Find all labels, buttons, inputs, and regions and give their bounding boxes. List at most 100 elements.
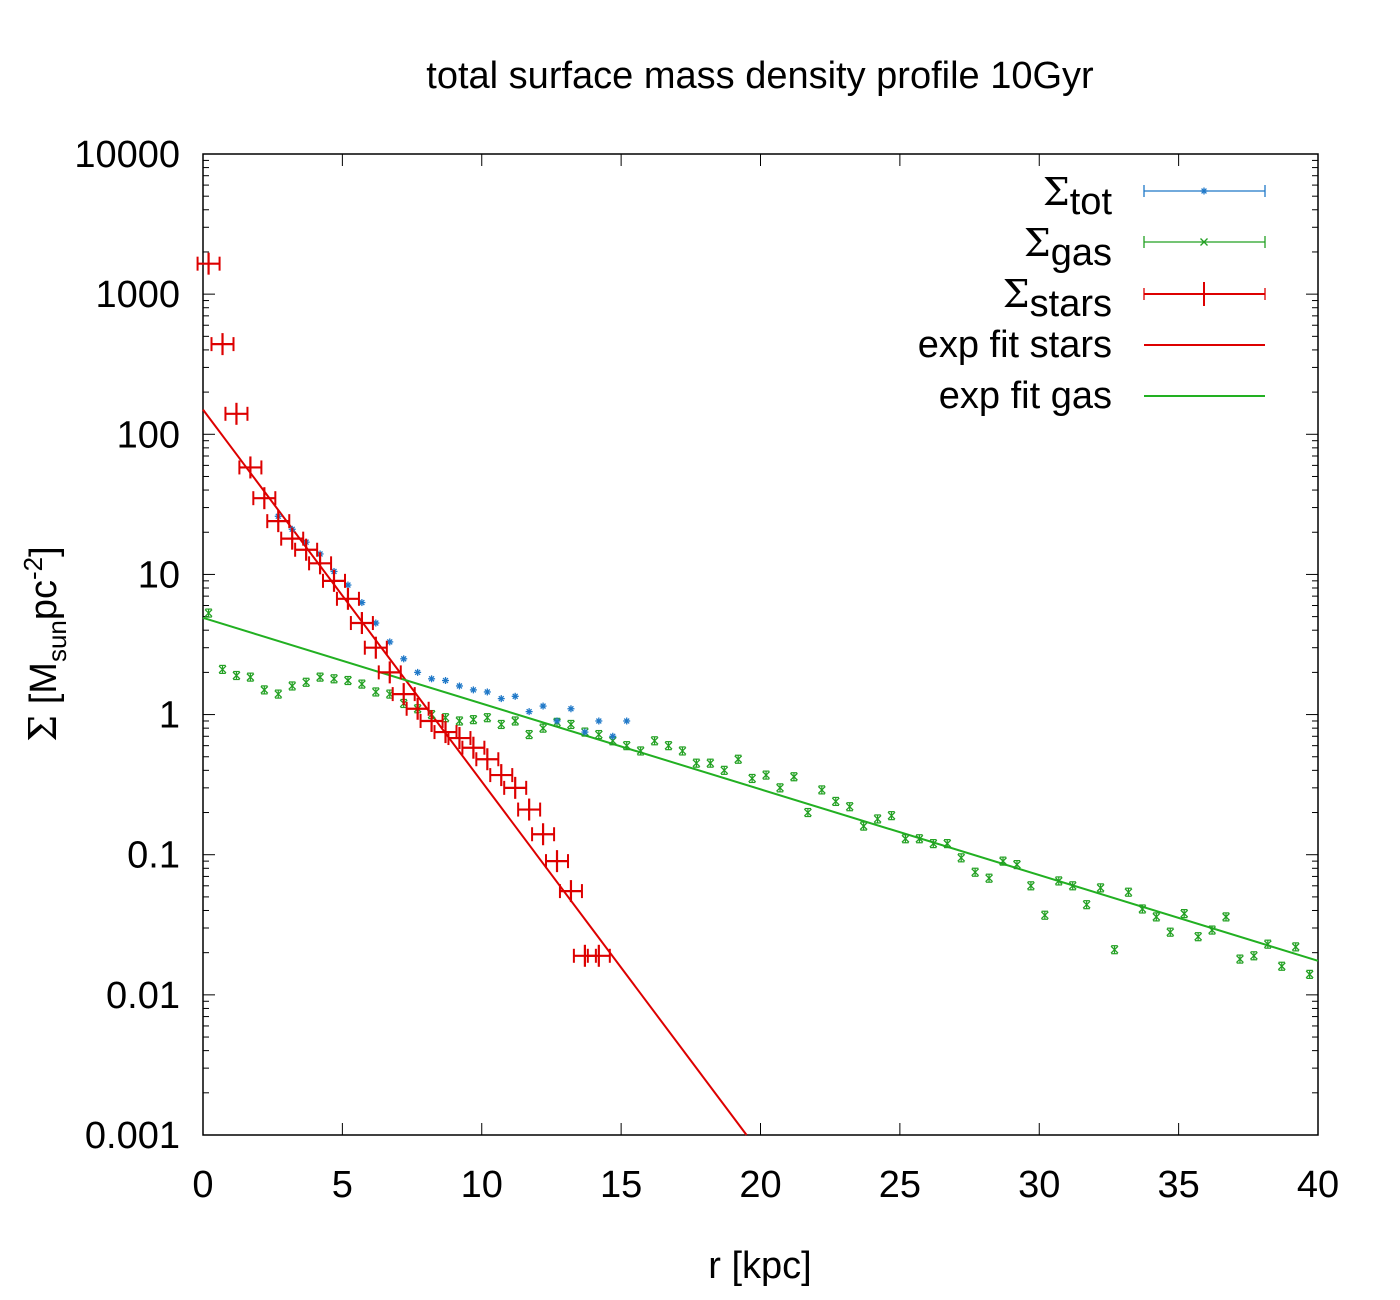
gas-point — [901, 834, 910, 844]
y-label-mid: pc — [23, 580, 65, 620]
gas-point — [929, 839, 938, 849]
legend-label-fit-stars: exp fit stars — [918, 324, 1112, 366]
stars-point — [308, 552, 333, 575]
gas-point — [1180, 909, 1189, 919]
x-tick-label: 40 — [1297, 1164, 1339, 1206]
tot-point — [358, 599, 366, 607]
legend-sub-gas: gas — [1051, 232, 1112, 274]
tot-point — [623, 717, 631, 725]
stars-point — [322, 569, 347, 592]
gas-point — [497, 719, 506, 730]
y-label-sub: sun — [42, 620, 72, 662]
gas-point — [734, 754, 743, 764]
legend-sub-stars: stars — [1030, 283, 1112, 325]
y-tick-label: 1 — [159, 695, 180, 737]
y-label-sup: -2 — [18, 557, 48, 580]
stars-point — [210, 333, 235, 356]
gas-point — [1096, 883, 1105, 893]
x-tick-label: 0 — [192, 1164, 213, 1206]
gas-point — [1222, 912, 1230, 922]
gas-point — [539, 723, 548, 733]
gas-point — [1124, 887, 1133, 897]
gas-point — [218, 664, 227, 675]
gas-point — [789, 772, 798, 782]
gas-point — [1249, 951, 1258, 961]
gas-point — [594, 729, 603, 740]
y-axis: 0.001 0.01 0.1 1 10 100 1000 10000 — [74, 134, 1318, 1157]
y-label-close: ] — [23, 546, 65, 557]
gas-point — [204, 608, 213, 618]
legend-item-gas: Σgas — [1024, 221, 1266, 274]
y-axis-label: Σ [Msunpc-2] — [18, 546, 72, 741]
x-tick-label: 10 — [461, 1164, 503, 1206]
gas-point — [873, 814, 882, 824]
x-axis: 0 5 10 15 20 25 30 35 40 — [192, 154, 1339, 1206]
stars-point — [224, 402, 249, 425]
legend-symbol-tot: Σ — [1043, 170, 1070, 214]
fit-lines — [202, 409, 1319, 1136]
stars-point — [586, 944, 611, 967]
stars-point — [447, 727, 472, 750]
tot-point — [581, 728, 589, 736]
gas-point — [1152, 912, 1161, 922]
gas-point — [1026, 881, 1035, 891]
x-tick-label: 35 — [1157, 1164, 1199, 1206]
gas-point — [1040, 910, 1049, 920]
gas-point — [1277, 961, 1286, 971]
gas-point — [1068, 881, 1077, 891]
gas-point — [915, 834, 924, 844]
gas-point — [622, 741, 631, 751]
legend-sub-tot: tot — [1070, 181, 1113, 223]
y-tick-label: 1000 — [95, 274, 180, 316]
gas-point — [817, 785, 826, 795]
tot-point — [525, 708, 533, 716]
legend-item-tot: Σtot — [1043, 170, 1266, 223]
stars-point — [419, 709, 444, 732]
gas-point — [483, 713, 492, 723]
gas-point — [246, 672, 255, 682]
x-tick-label: 20 — [739, 1164, 781, 1206]
fit-line-fit-gas — [202, 616, 1319, 962]
gas-point — [511, 716, 520, 726]
gas-point — [1110, 945, 1119, 955]
tot-point — [372, 619, 380, 627]
chart-title: total surface mass density profile 10Gyr — [426, 55, 1094, 97]
legend: Σtot Σgas Σstars exp fit stars exp fit g… — [918, 170, 1266, 417]
gas-point — [1194, 932, 1203, 942]
y-tick-label: 10 — [138, 554, 180, 596]
stars-point — [558, 880, 583, 903]
gas-point — [720, 765, 729, 775]
data-points — [196, 252, 1314, 979]
tot-point — [442, 677, 450, 685]
gas-point — [343, 675, 352, 686]
stars-point — [405, 697, 430, 720]
legend-item-fit-stars: exp fit stars — [918, 324, 1265, 366]
tot-point — [553, 717, 561, 725]
gas-point — [803, 807, 812, 818]
tot-point — [539, 702, 547, 710]
tot-point — [497, 695, 505, 703]
legend-item-fit-gas: exp fit gas — [939, 375, 1265, 417]
stars-point — [545, 850, 570, 873]
legend-label-gas: Σgas — [1024, 221, 1112, 274]
legend-label-fit-gas: exp fit gas — [939, 375, 1112, 417]
y-label-open: [M — [23, 662, 65, 715]
gas-point — [288, 681, 297, 691]
gas-point — [1291, 942, 1300, 952]
gas-point — [371, 687, 380, 697]
gas-point — [302, 677, 311, 687]
legend-label-stars: Σstars — [1003, 272, 1112, 325]
gas-point — [1305, 969, 1314, 979]
legend-sample-stars — [1143, 282, 1266, 306]
gas-point — [971, 867, 980, 877]
stars-point — [517, 798, 542, 821]
gas-point — [664, 741, 673, 751]
gas-point — [469, 715, 478, 725]
fit-line-fit-stars — [202, 409, 748, 1136]
gas-point — [748, 773, 757, 784]
tot-point — [469, 686, 477, 694]
plot-frame — [202, 153, 1319, 1136]
stars-point — [531, 823, 556, 846]
gas-point — [692, 758, 701, 768]
tot-point — [400, 655, 408, 663]
